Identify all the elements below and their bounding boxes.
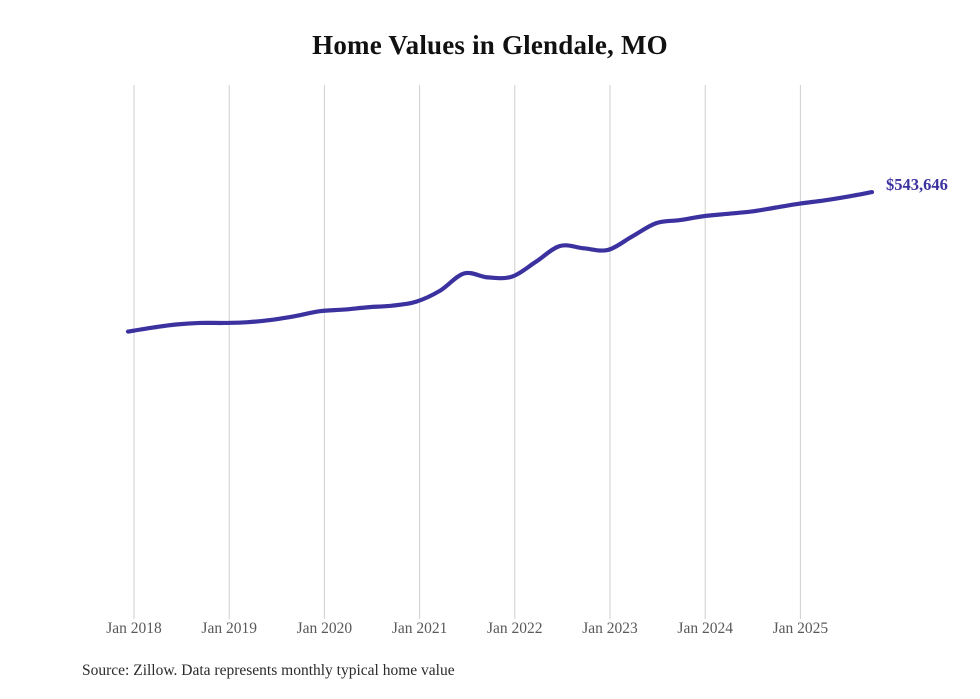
- x-axis-tick-label: Jan 2019: [201, 620, 257, 637]
- x-axis-tick-label: Jan 2020: [296, 620, 353, 637]
- x-axis-tick-label: Jan 2021: [391, 620, 448, 637]
- x-axis-tick-label: Jan 2023: [582, 620, 638, 637]
- data-series-line: [125, 189, 875, 334]
- x-axis-tick-label: Jan 2018: [106, 620, 162, 637]
- chart-title: Home Values in Glendale, MO: [312, 30, 668, 60]
- x-axis-tick-label: Jan 2024: [677, 620, 733, 637]
- source-note: Source: Zillow. Data represents monthly …: [82, 662, 455, 679]
- gridlines: [133, 85, 801, 619]
- series-line-typical-home-value: [125, 189, 875, 334]
- x-axis-tick-label: Jan 2022: [487, 620, 543, 637]
- x-axis-tick-label: Jan 2025: [772, 620, 829, 637]
- end-value-annotation: $543,646: [886, 175, 948, 195]
